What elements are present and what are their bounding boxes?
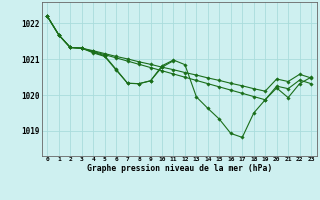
X-axis label: Graphe pression niveau de la mer (hPa): Graphe pression niveau de la mer (hPa) [87,164,272,173]
